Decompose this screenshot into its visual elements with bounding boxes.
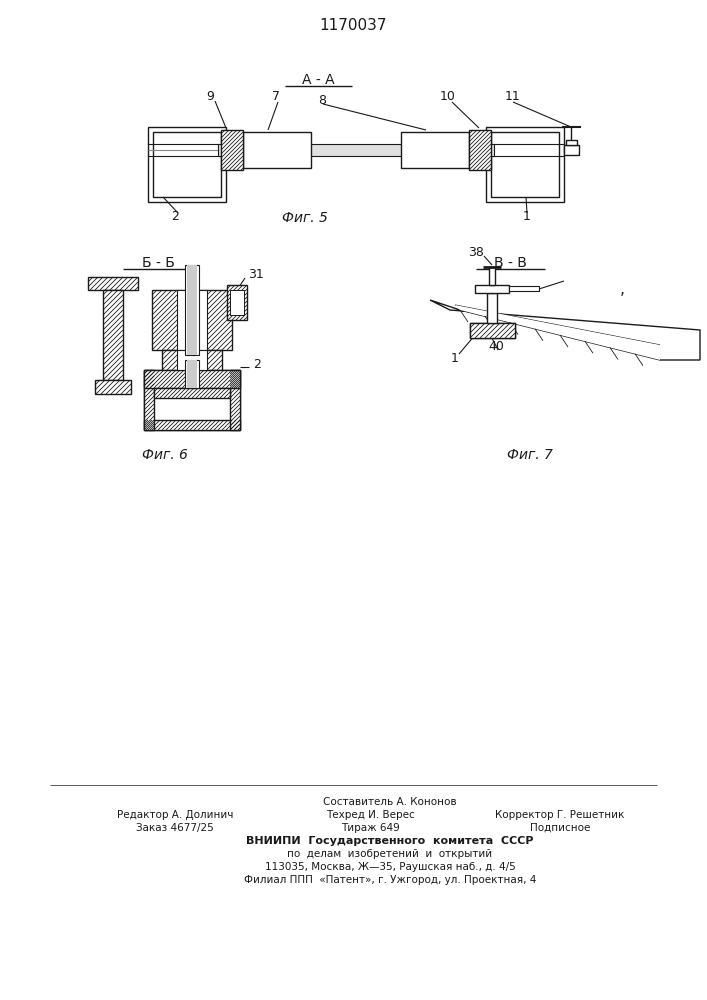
- Text: 8: 8: [318, 94, 326, 106]
- Bar: [230, 290, 244, 315]
- Bar: [88, 277, 138, 290]
- Text: Филиал ППП  «Патент», г. Ужгород, ул. Проектная, 4: Филиал ППП «Патент», г. Ужгород, ул. Про…: [244, 875, 536, 885]
- Bar: [148, 127, 226, 202]
- Bar: [475, 285, 509, 293]
- Text: Заказ 4677/25: Заказ 4677/25: [136, 823, 214, 833]
- Bar: [152, 290, 232, 350]
- Text: 1: 1: [523, 211, 531, 224]
- Bar: [487, 293, 497, 323]
- Bar: [401, 132, 469, 168]
- Text: Фиг. 5: Фиг. 5: [282, 211, 328, 225]
- Polygon shape: [430, 300, 700, 360]
- Text: Техред И. Верес: Техред И. Верес: [326, 810, 414, 820]
- Bar: [95, 380, 131, 394]
- Text: Тираж 649: Тираж 649: [341, 823, 399, 833]
- Text: Подписное: Подписное: [530, 823, 590, 833]
- Bar: [144, 420, 240, 430]
- Text: 1: 1: [451, 352, 459, 364]
- Text: Фиг. 6: Фиг. 6: [142, 448, 188, 462]
- Text: 7: 7: [272, 91, 280, 104]
- Bar: [221, 130, 243, 170]
- Polygon shape: [455, 305, 660, 360]
- Text: 9: 9: [206, 91, 214, 104]
- Bar: [227, 285, 247, 320]
- Text: 40: 40: [488, 340, 504, 353]
- Text: 10: 10: [440, 91, 456, 104]
- Bar: [177, 350, 207, 370]
- Text: 31: 31: [248, 268, 264, 282]
- Bar: [509, 286, 539, 291]
- Bar: [162, 350, 222, 370]
- Bar: [470, 323, 515, 338]
- Bar: [144, 370, 240, 430]
- Text: А - А: А - А: [302, 73, 334, 87]
- Bar: [187, 360, 197, 388]
- Bar: [153, 132, 221, 197]
- Text: ’: ’: [619, 292, 624, 308]
- Bar: [144, 370, 240, 388]
- Bar: [154, 388, 230, 398]
- Bar: [185, 265, 199, 355]
- Text: Редактор А. Долинич: Редактор А. Долинич: [117, 810, 233, 820]
- Text: 2: 2: [253, 359, 261, 371]
- Bar: [103, 290, 123, 380]
- Text: по  делам  изобретений  и  открытий: по делам изобретений и открытий: [288, 849, 493, 859]
- Bar: [243, 132, 311, 168]
- Text: ВНИИПИ  Государственного  комитета  СССР: ВНИИПИ Государственного комитета СССР: [246, 836, 534, 846]
- Bar: [489, 267, 495, 285]
- Bar: [230, 370, 240, 430]
- Text: 11: 11: [505, 91, 521, 104]
- Bar: [177, 290, 207, 350]
- Bar: [185, 360, 199, 388]
- Bar: [187, 265, 197, 355]
- Text: Составитель А. Кононов: Составитель А. Кононов: [323, 797, 457, 807]
- Bar: [144, 370, 154, 430]
- Bar: [486, 127, 564, 202]
- Text: 2: 2: [171, 211, 179, 224]
- Text: Фиг. 7: Фиг. 7: [507, 448, 553, 462]
- Text: 38: 38: [468, 245, 484, 258]
- Text: 1170037: 1170037: [320, 17, 387, 32]
- Text: В - В: В - В: [493, 256, 527, 270]
- Bar: [218, 144, 494, 156]
- Text: Корректор Г. Решетник: Корректор Г. Решетник: [496, 810, 625, 820]
- Bar: [470, 323, 515, 338]
- Bar: [566, 140, 577, 145]
- Text: Б - Б: Б - Б: [141, 256, 175, 270]
- Bar: [491, 132, 559, 197]
- Bar: [564, 145, 579, 155]
- Text: 113035, Москва, Ж—35, Раушская наб., д. 4/5: 113035, Москва, Ж—35, Раушская наб., д. …: [264, 862, 515, 872]
- Bar: [469, 130, 491, 170]
